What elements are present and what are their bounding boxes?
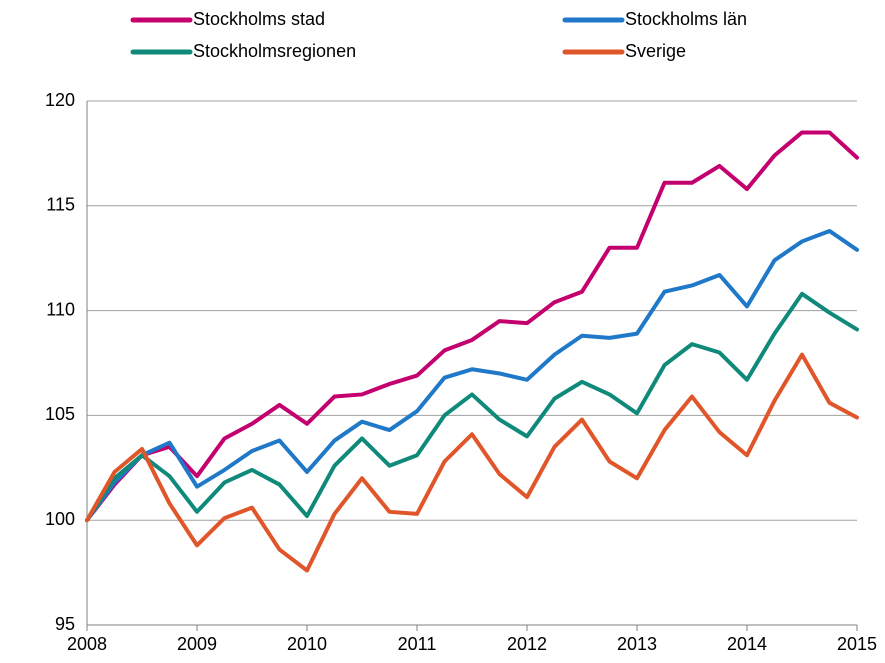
series-line xyxy=(85,130,859,523)
y-tick-label: 115 xyxy=(46,195,75,215)
legend-label: Sverige xyxy=(625,41,686,61)
y-tick-label: 120 xyxy=(45,90,75,110)
y-tick-label: 110 xyxy=(46,299,75,319)
legend-label: Stockholmsregionen xyxy=(193,41,356,61)
x-tick-label: 2008 xyxy=(67,634,107,654)
x-tick-label: 2014 xyxy=(727,634,767,654)
x-tick-label: 2015 xyxy=(837,634,877,654)
x-tick-label: 2010 xyxy=(287,634,327,654)
legend-label: Stockholms län xyxy=(625,9,747,29)
y-tick-label: 100 xyxy=(45,509,75,529)
series-line xyxy=(85,291,859,523)
x-tick-label: 2011 xyxy=(398,634,437,654)
y-tick-label: 95 xyxy=(55,614,75,634)
legend-label: Stockholms stad xyxy=(193,9,325,29)
series-line xyxy=(85,228,859,523)
x-tick-label: 2013 xyxy=(617,634,657,654)
y-tick-label: 105 xyxy=(45,404,75,424)
x-tick-label: 2012 xyxy=(507,634,547,654)
series-line xyxy=(85,352,859,573)
x-tick-label: 2009 xyxy=(177,634,217,654)
